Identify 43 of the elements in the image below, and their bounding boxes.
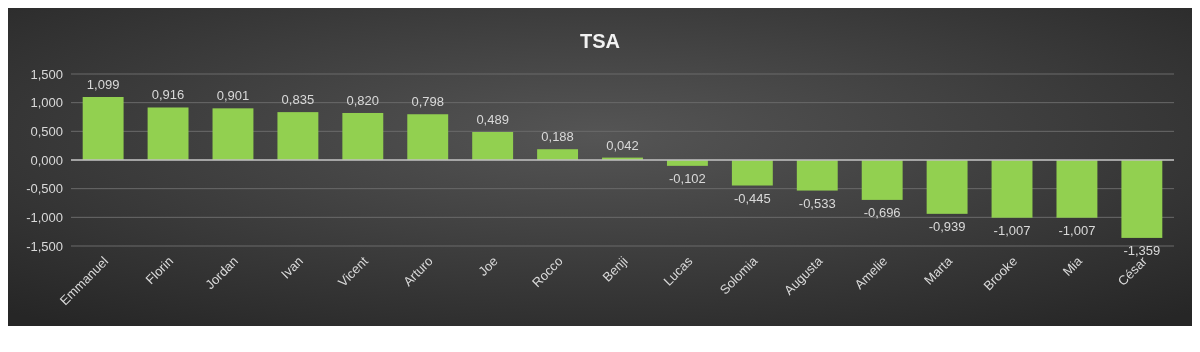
- bar: [1121, 160, 1163, 238]
- data-label: 0,820: [346, 92, 380, 108]
- x-tick-label: Ivan: [278, 253, 307, 282]
- y-tick-label: -1,000: [26, 209, 63, 225]
- data-label: -0,102: [668, 170, 706, 186]
- bar: [147, 107, 189, 160]
- bar: [731, 160, 773, 186]
- chart-title: TSA: [580, 30, 620, 52]
- data-label: -1,359: [1123, 242, 1161, 258]
- bar: [1056, 160, 1098, 218]
- data-label: 1,099: [86, 76, 120, 92]
- bar: [796, 160, 838, 191]
- y-tick-label: 0,500: [30, 123, 63, 139]
- data-label: -1,007: [1058, 222, 1096, 238]
- data-label: 0,188: [541, 129, 574, 145]
- bar: [861, 160, 903, 200]
- bar: [991, 160, 1033, 218]
- data-label: 0,916: [151, 87, 185, 103]
- data-label: 0,489: [476, 111, 509, 127]
- y-tick-label: 1,000: [30, 95, 63, 111]
- data-label: -0,939: [928, 218, 966, 234]
- data-label: -0,445: [733, 190, 771, 206]
- bar: [277, 112, 319, 160]
- data-label: 0,835: [281, 92, 315, 108]
- bar: [472, 131, 514, 160]
- y-tick-label: -0,500: [26, 181, 63, 197]
- data-label: 0,042: [606, 137, 639, 153]
- data-label: -0,533: [798, 195, 836, 211]
- data-label: -0,696: [863, 204, 901, 220]
- bar: [926, 160, 968, 214]
- bar: [537, 149, 579, 160]
- x-tick-label: Joe: [475, 253, 501, 279]
- data-label: 0,901: [216, 88, 250, 104]
- bar: [82, 96, 124, 160]
- y-tick-label: 0,000: [30, 152, 63, 168]
- data-label: 0,798: [411, 94, 445, 110]
- bar: [342, 112, 384, 160]
- y-tick-label: -1,500: [26, 238, 63, 254]
- x-tick-label: Mia: [1059, 252, 1086, 279]
- bar: [407, 114, 449, 160]
- data-label: -1,007: [993, 222, 1031, 238]
- y-tick-label: 1,500: [30, 66, 63, 82]
- bar: [212, 108, 254, 160]
